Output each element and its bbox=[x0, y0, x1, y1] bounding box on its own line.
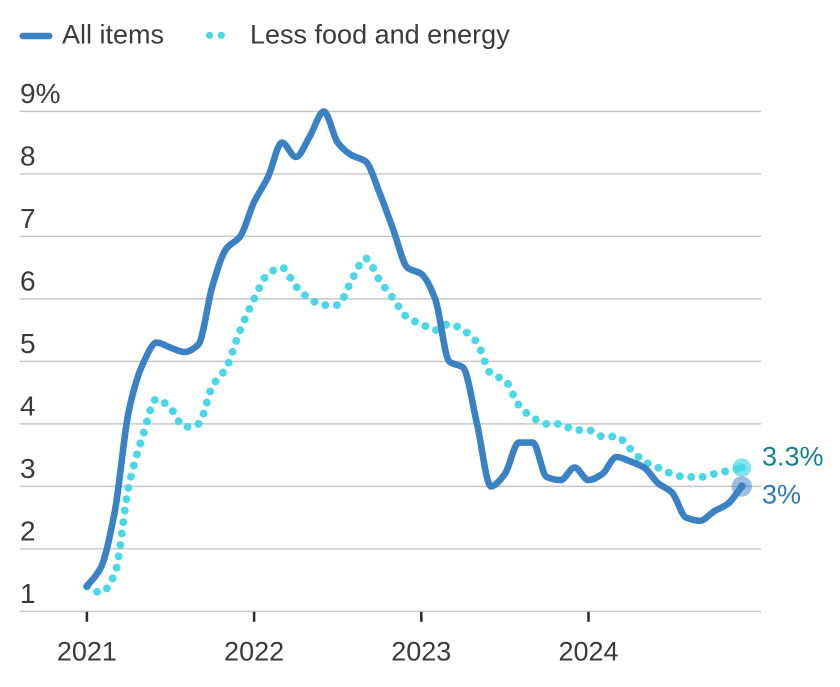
svg-text:Less food and energy: Less food and energy bbox=[250, 20, 510, 50]
svg-text:8: 8 bbox=[20, 141, 36, 172]
svg-text:All items: All items bbox=[62, 20, 164, 50]
svg-text:6: 6 bbox=[20, 266, 36, 297]
svg-text:2023: 2023 bbox=[391, 636, 451, 666]
svg-text:3.3%: 3.3% bbox=[762, 442, 824, 472]
svg-text:4: 4 bbox=[20, 391, 36, 422]
svg-text:2021: 2021 bbox=[57, 636, 117, 666]
svg-text:2024: 2024 bbox=[558, 636, 618, 666]
svg-text:2: 2 bbox=[20, 516, 36, 547]
svg-text:9%: 9% bbox=[20, 78, 60, 109]
svg-text:3: 3 bbox=[20, 453, 36, 484]
svg-text:2022: 2022 bbox=[224, 636, 284, 666]
svg-text:1: 1 bbox=[20, 578, 36, 609]
svg-text:5: 5 bbox=[20, 328, 36, 359]
svg-text:7: 7 bbox=[20, 203, 36, 234]
svg-text:3%: 3% bbox=[762, 480, 801, 510]
